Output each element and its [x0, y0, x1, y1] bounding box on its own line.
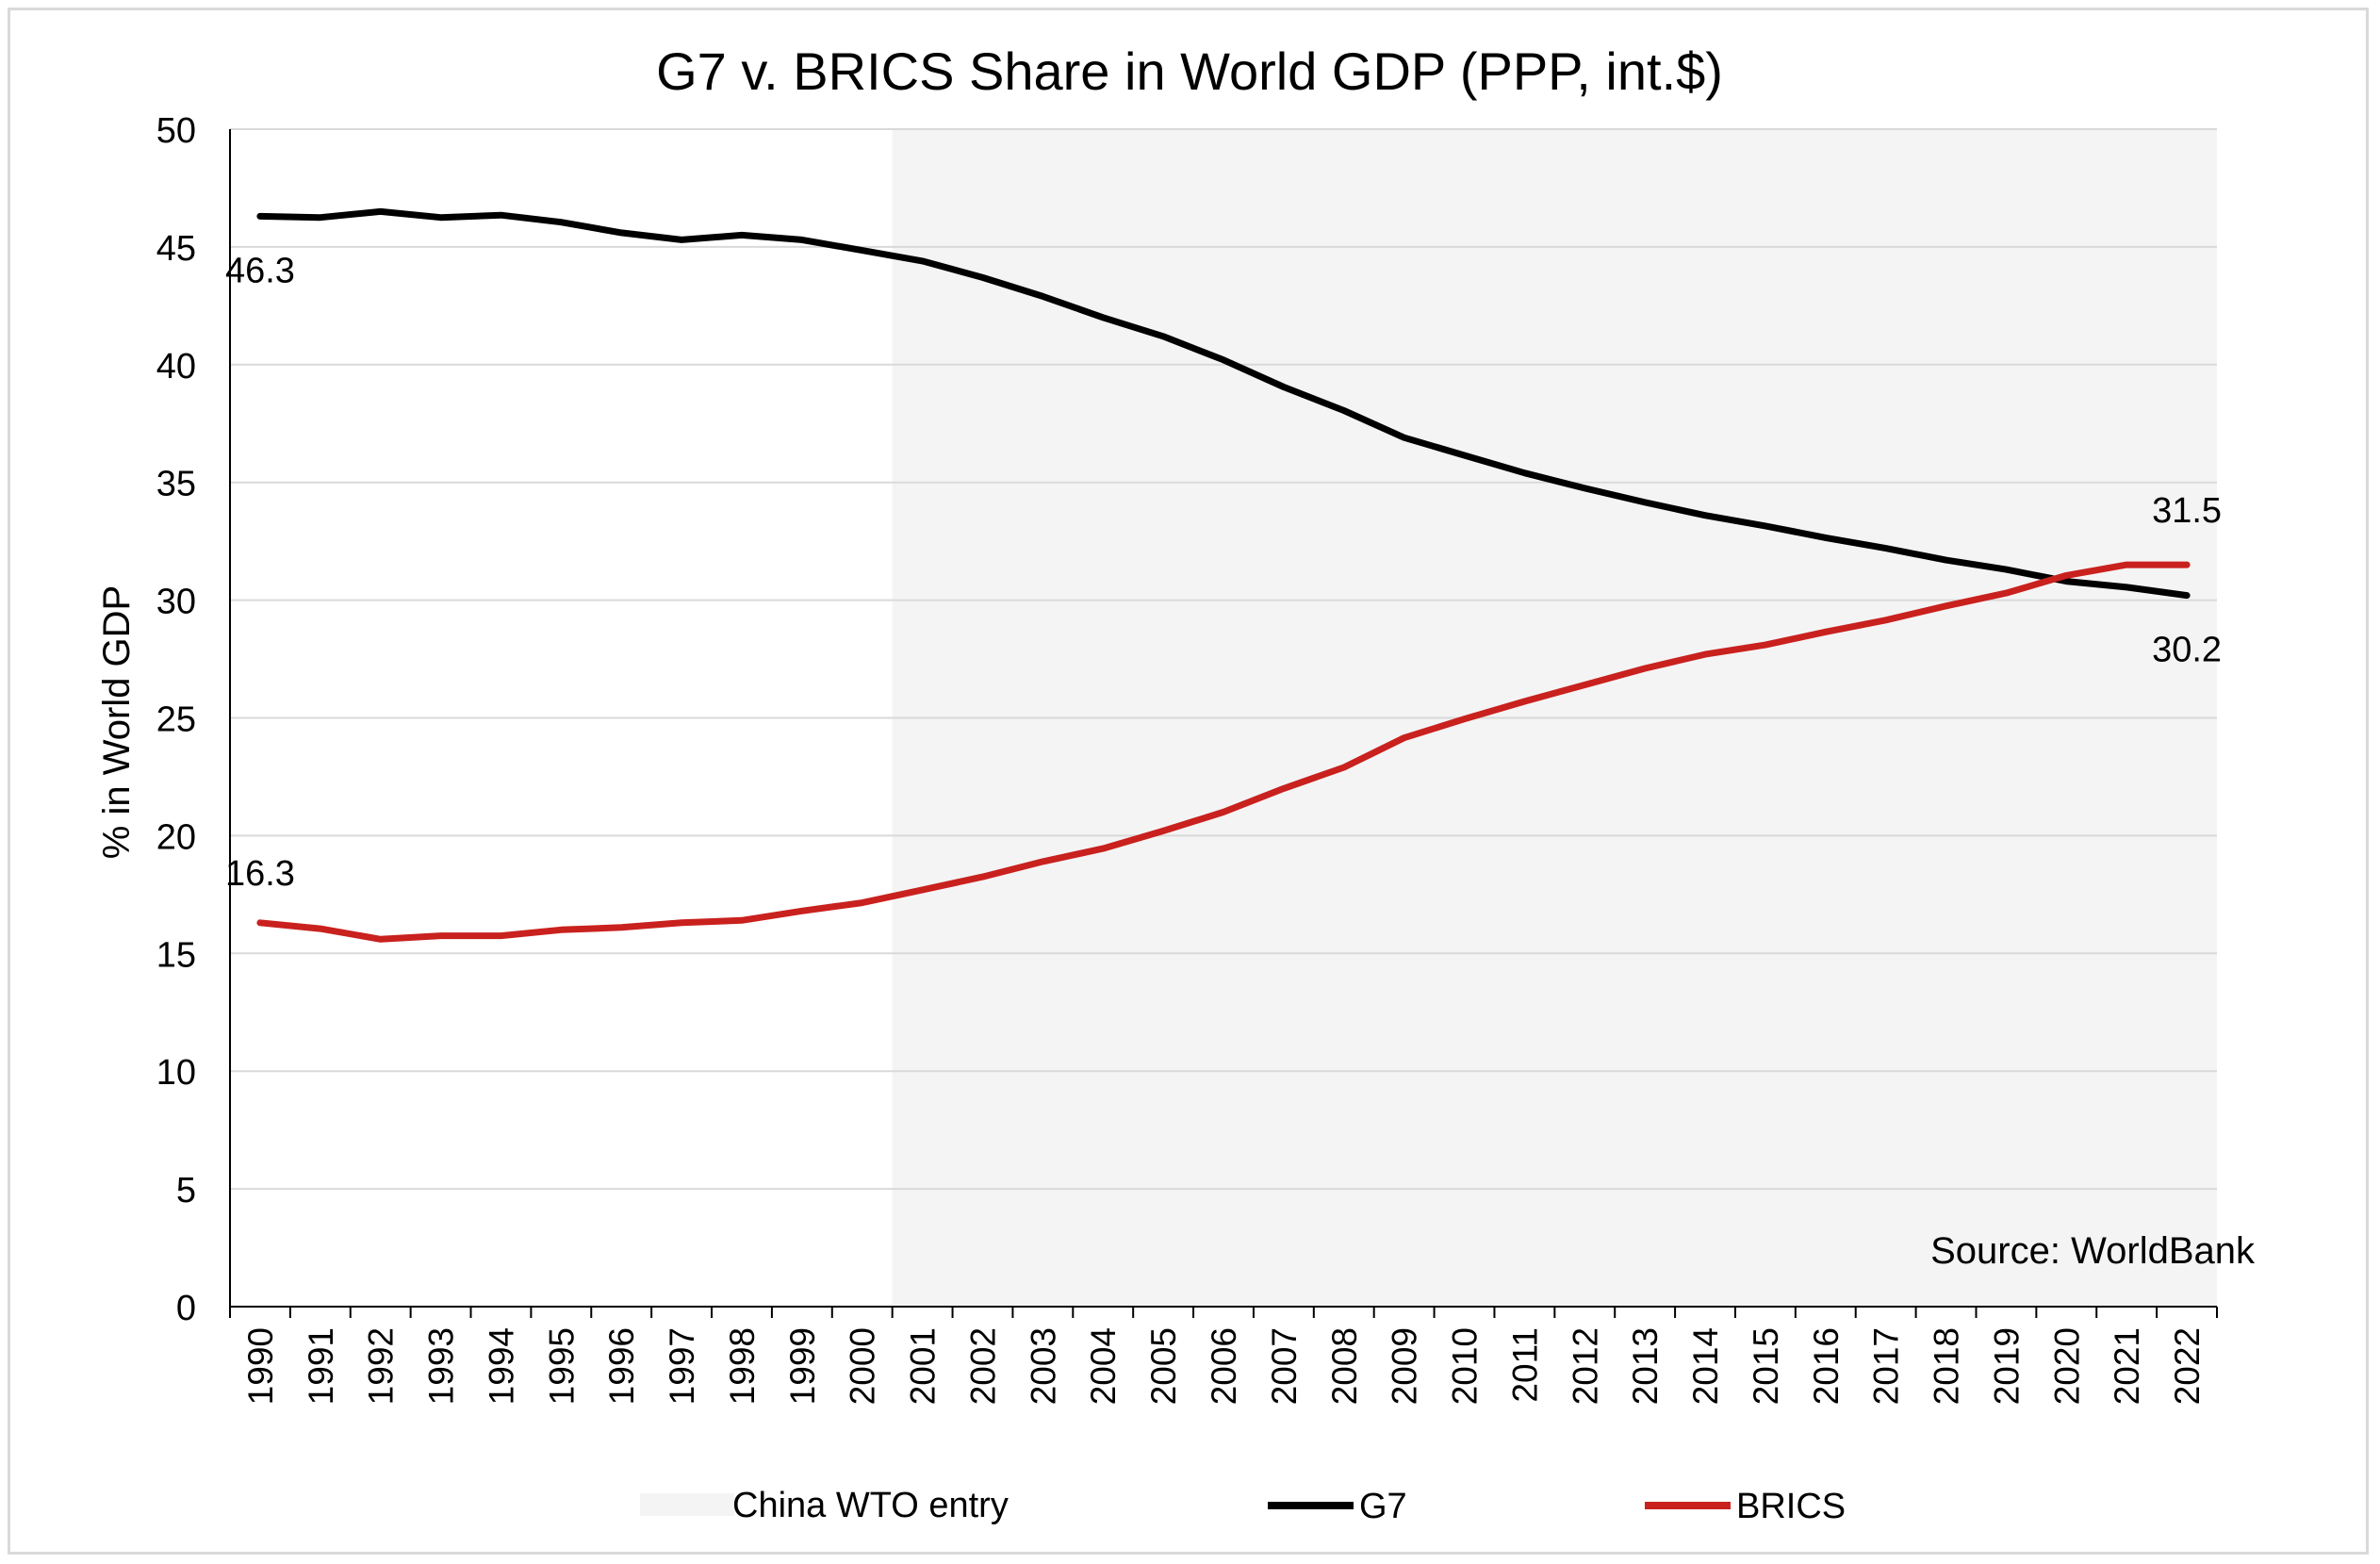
x-tick-label: 1994 [482, 1327, 520, 1405]
x-tick-label: 1998 [723, 1327, 762, 1405]
x-tick-label: 1990 [241, 1327, 280, 1405]
x-tick-labels: 1990 1991 1992 1993 1994 1995 1996 1997 1998 1999… [241, 1327, 2207, 1405]
legend-label-brics: BRICS [1736, 1487, 1846, 1526]
y-tick-label: 40 [156, 347, 196, 387]
legend-swatch-shaded-region [640, 1493, 734, 1516]
axes [229, 129, 2218, 1318]
y-tick-label: 10 [156, 1053, 196, 1093]
x-tick-label: 1997 [663, 1327, 701, 1405]
x-tick-label: 1999 [783, 1327, 822, 1405]
legend: China WTO entry G7 BRICS [640, 1486, 1846, 1526]
x-tick-label: 2000 [844, 1327, 882, 1405]
x-tick-label: 2008 [1325, 1327, 1364, 1405]
x-tick-label: 2022 [2168, 1327, 2207, 1405]
y-tick-label: 5 [176, 1171, 196, 1210]
gridlines [230, 128, 2217, 1191]
x-tick-label: 1995 [542, 1327, 581, 1405]
x-tick-label: 2014 [1686, 1327, 1725, 1405]
x-tick-label: 1992 [362, 1327, 401, 1405]
data-label-brics-2022: 31.5 [2152, 491, 2222, 531]
y-tick-label: 25 [156, 700, 196, 740]
y-tick-label: 0 [176, 1289, 196, 1328]
x-tick-label: 2007 [1265, 1327, 1304, 1405]
y-tick-label: 30 [156, 583, 196, 622]
x-tick-label: 2015 [1747, 1327, 1785, 1405]
x-tick-label: 1991 [302, 1327, 340, 1405]
data-label-g7-1990: 46.3 [225, 251, 295, 290]
x-tick-label: 2016 [1807, 1327, 1846, 1405]
x-tick-label: 1996 [602, 1327, 641, 1405]
x-tick-label: 2010 [1446, 1327, 1485, 1405]
y-tick-label: 20 [156, 817, 196, 857]
y-tick-label: 15 [156, 935, 196, 975]
y-tick-label: 35 [156, 465, 196, 504]
x-tick-label: 2017 [1867, 1327, 1906, 1405]
x-tick-label: 2002 [963, 1327, 1002, 1405]
y-tick-label: 45 [156, 229, 196, 269]
y-tick-labels: 0 5 10 15 20 25 30 35 40 45 50 [156, 111, 196, 1328]
x-tick-label: 2009 [1386, 1327, 1424, 1405]
x-tick-label: 2003 [1024, 1327, 1062, 1405]
legend-label-g7: G7 [1359, 1487, 1407, 1526]
x-tick-label: 2006 [1205, 1327, 1243, 1405]
legend-label-shaded-region: China WTO entry [732, 1486, 1009, 1525]
source-note: Source: WorldBank [1930, 1230, 2256, 1272]
series-line-g7 [256, 207, 2191, 600]
y-tick-label: 50 [156, 111, 196, 151]
x-tick-label: 2018 [1928, 1327, 1966, 1405]
x-tick-label: 2020 [2047, 1327, 2086, 1405]
y-axis-title: % in World GDP [96, 585, 138, 859]
x-tick-label: 2001 [904, 1327, 943, 1405]
series-lines [256, 207, 2191, 943]
x-tick-label: 1993 [422, 1327, 461, 1405]
series-line-brics [256, 561, 2191, 943]
data-labels: 46.3 30.2 16.3 31.5 [225, 251, 2222, 893]
data-label-g7-2022: 30.2 [2152, 631, 2222, 670]
x-tick-label: 2011 [1505, 1327, 1544, 1403]
x-tick-label: 2021 [2108, 1327, 2146, 1405]
x-tick-label: 2012 [1566, 1327, 1604, 1405]
x-tick-label: 2019 [1987, 1327, 2026, 1405]
data-label-brics-1990: 16.3 [225, 854, 295, 894]
x-tick-label: 2004 [1084, 1327, 1123, 1405]
x-tick-label: 2005 [1144, 1327, 1183, 1405]
chart-title: G7 v. BRICS Share in World GDP (PPP, int… [656, 41, 1723, 101]
x-tick-label: 2013 [1626, 1327, 1665, 1405]
